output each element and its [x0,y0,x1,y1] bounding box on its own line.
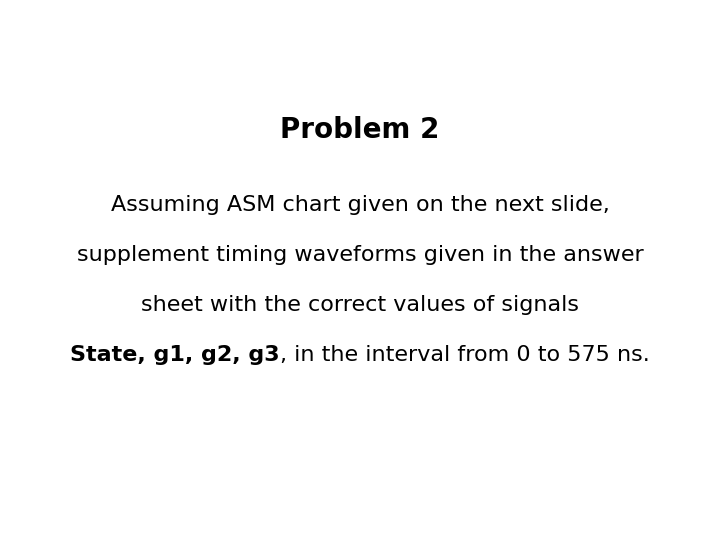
Text: sheet with the correct values of signals: sheet with the correct values of signals [141,295,579,315]
Text: Problem 2: Problem 2 [280,116,440,144]
Text: Assuming ASM chart given on the next slide,: Assuming ASM chart given on the next sli… [111,195,609,215]
Text: supplement timing waveforms given in the answer: supplement timing waveforms given in the… [76,245,644,265]
Text: , in the interval from 0 to 575 ns.: , in the interval from 0 to 575 ns. [280,345,649,365]
Text: State, g1, g2, g3: State, g1, g2, g3 [71,345,280,365]
